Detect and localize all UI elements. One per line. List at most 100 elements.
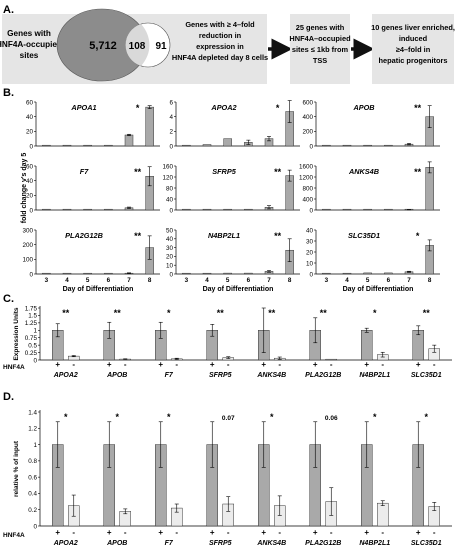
x-tick-label: 7 — [267, 277, 271, 284]
significance-mark: * — [276, 103, 280, 113]
box4-line: ≥4–fold in — [396, 45, 431, 54]
y-tick-label: 0 — [29, 207, 33, 214]
x-tick-label: 7 — [127, 277, 131, 284]
y-tick-label: 2 — [169, 129, 173, 136]
bar — [384, 272, 393, 275]
plus-sign: + — [107, 528, 112, 537]
y-tick-label: 800 — [302, 185, 313, 192]
y-tick-label: 1.2 — [28, 426, 37, 433]
significance-mark: ** — [320, 308, 328, 318]
minus-sign: - — [175, 528, 178, 537]
minus-sign: - — [278, 360, 281, 369]
significance-mark: * — [115, 412, 119, 422]
y-tick-label: 40 — [166, 196, 174, 203]
bar — [83, 272, 92, 275]
x-tick-label: 4 — [345, 277, 349, 284]
gene-label: N4BP2L1 — [359, 540, 390, 547]
bar — [182, 144, 191, 147]
venn-overlap-count: 108 — [129, 41, 146, 52]
y-tick-label: 10 — [166, 263, 174, 270]
panel-c-group-sfrp5: ** + - SFRP5 — [206, 308, 234, 379]
x-tick-label: 3 — [325, 277, 329, 284]
box3-line: 25 genes with — [296, 23, 345, 32]
box3 — [290, 14, 350, 84]
significance-mark: * — [270, 412, 274, 422]
gene-label: SFRP5 — [209, 372, 232, 379]
box2-line: expression in — [196, 42, 244, 51]
box4-text: 10 genes liver enriched, induced ≥4–fold i… — [371, 23, 455, 65]
significance-mark: ** — [423, 308, 431, 318]
minus-sign: - — [124, 360, 127, 369]
y-tick-label: 20 — [26, 129, 34, 136]
panel-d-group-f7: * + -F7 — [155, 412, 183, 547]
box3-text: 25 genes with HNF4A–occupied sites ≤ 1kb f… — [289, 23, 351, 65]
plus-sign: + — [55, 360, 60, 369]
panel-c-hnf4a-label: HNF4A — [3, 364, 25, 371]
box1-line: HNF4A-occupied — [0, 40, 62, 49]
box1-line: sites — [20, 51, 39, 60]
significance-mark: ** — [217, 308, 225, 318]
minus-sign: - — [72, 360, 75, 369]
bar — [42, 144, 51, 147]
chart-title: APOA1 — [70, 103, 96, 112]
y-tick-label: 0 — [29, 271, 33, 278]
x-tick-label: 5 — [366, 277, 370, 284]
chart-title: SLC35D1 — [348, 231, 380, 240]
y-tick-label: 200 — [302, 129, 313, 136]
y-tick-label: 0 — [29, 143, 33, 150]
gene-label: APOA2 — [53, 540, 78, 547]
box2-line: Genes with ≥ 4–fold — [185, 20, 255, 29]
panel-b-letter: B. — [3, 87, 14, 99]
significance-mark: ** — [414, 103, 422, 113]
box4-line: induced — [399, 34, 428, 43]
minus-sign: - — [124, 528, 127, 537]
gene-label: F7 — [165, 372, 174, 379]
panel-c-group-f7: * + -F7 — [155, 308, 183, 379]
y-tick-label: 100 — [22, 257, 33, 264]
x-tick-label: 8 — [148, 277, 152, 284]
panel-c-group-pla2g12b: ** + - PLA2G12B — [305, 308, 341, 379]
x-tick-label: 6 — [247, 277, 251, 284]
panel-d-chart: relative % of input 0 0.2 0.4 0.6 0.8 1 1.2 1.4 H… — [3, 409, 452, 547]
chart-pla2g12b: 0 100 200 300 PLA2G12B 3 4 5 6 7 8 ** Day of Differe… — [22, 227, 160, 293]
x-axis-label: Day of Differentiation — [203, 286, 274, 293]
chart-title: N4BP2L1 — [208, 231, 240, 240]
panel-d-group-anks4b: * + - ANKS4B — [256, 412, 286, 547]
chart-slc35d1: 0 10 20 30 40 SLC35D1 3 4 5 6 7 8 * Day of Differenti… — [306, 227, 440, 293]
bar — [342, 208, 352, 211]
gene-label: ANKS4B — [256, 372, 286, 379]
y-tick-label: 40 — [26, 178, 34, 185]
y-tick-label: 40 — [26, 114, 34, 121]
panel-c-group-n4bp2l1: * + - N4BP2L1 — [359, 308, 390, 379]
minus-sign: - — [175, 360, 178, 369]
bar — [62, 208, 72, 211]
significance-mark: * — [373, 412, 377, 422]
y-tick-label: 1.4 — [28, 409, 37, 416]
bar — [363, 208, 372, 211]
box4-line: 10 genes liver enriched, — [371, 23, 455, 32]
plus-sign: + — [210, 528, 215, 537]
significance-mark: * — [373, 308, 377, 318]
y-tick-label: 6 — [169, 99, 173, 106]
chart-apob: 0 200 400 600 APOB ** — [302, 99, 440, 150]
y-tick-label: 0.75 — [25, 335, 38, 342]
venn-overlap — [125, 24, 150, 66]
bar-minus — [325, 358, 337, 361]
x-tick-label: 5 — [226, 277, 230, 284]
panel-d-group-pla2g12b: 0.06 + - PLA2G12B — [305, 415, 341, 547]
x-tick-label: 3 — [45, 277, 49, 284]
y-tick-label: 200 — [22, 242, 33, 249]
bar — [322, 272, 331, 275]
y-tick-label: 0.4 — [28, 491, 37, 498]
x-tick-label: 4 — [65, 277, 69, 284]
significance-mark: * — [416, 231, 420, 241]
minus-sign: - — [227, 360, 230, 369]
y-tick-label: 0 — [169, 207, 173, 214]
bar — [363, 272, 372, 275]
x-tick-label: 8 — [428, 277, 432, 284]
significance-mark: ** — [274, 167, 282, 177]
panel-c-group-slc35d1: ** + - SLC35D1 — [411, 308, 442, 379]
minus-sign: - — [227, 528, 230, 537]
